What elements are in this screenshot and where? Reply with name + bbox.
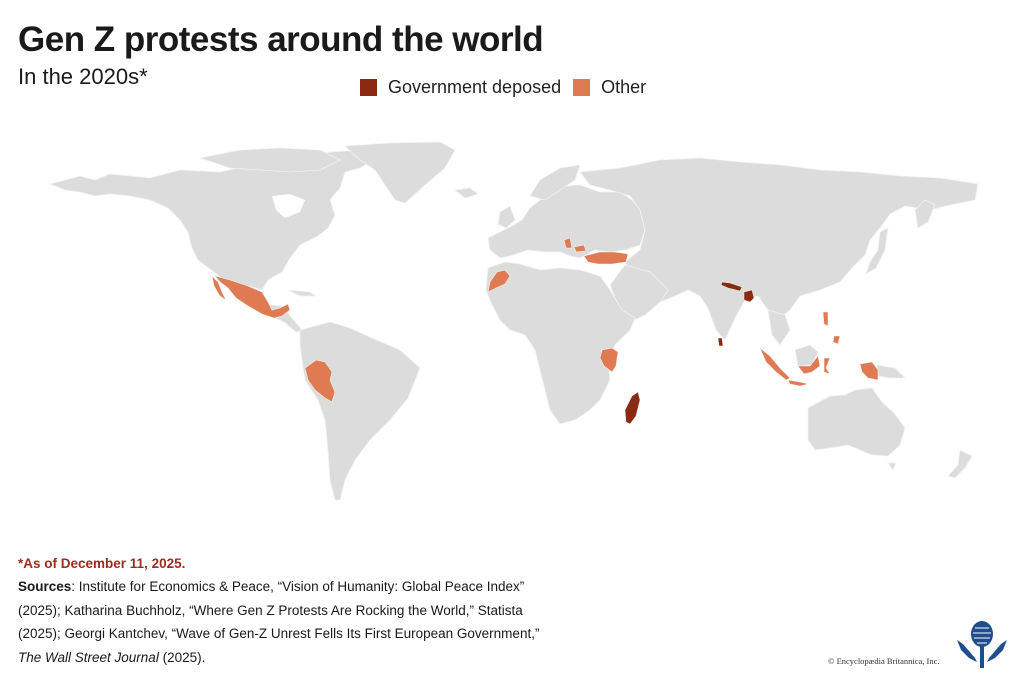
country-philippines [822,311,829,327]
legend-swatch-other [573,79,591,96]
country-indonesia-papua [859,361,879,381]
legend-label: Other [601,77,647,97]
country-bulgaria [573,244,587,253]
country-turkey [583,251,629,265]
map-title: Gen Z protests around the world [18,20,544,59]
sources: Sources: Institute for Economics & Peace… [18,575,548,669]
country-peru [304,359,336,403]
country-indonesia-java [787,379,809,387]
country-mexico-baja [211,275,227,301]
copyright-credit: © Encyclopædia Britannica, Inc. [828,656,940,666]
country-bangladesh [743,289,755,303]
sources-italic: The Wall Street Journal [18,649,159,665]
britannica-thistle-logo-icon [957,621,1007,668]
world-map [48,141,979,501]
australia [807,387,906,457]
country-philippines-south [832,335,841,345]
south-america [299,321,421,501]
country-indonesia-sulawesi [823,357,831,375]
legend-item-other: Other [573,77,646,98]
africa [485,261,636,425]
greenland [344,141,456,204]
sources-label: Sources [18,579,72,594]
legend: Government deposed Other [360,77,658,98]
north-america [48,149,381,291]
country-morocco [487,269,511,293]
map-subtitle: In the 2020s* [18,64,148,89]
country-indonesia-sumatra [759,347,791,381]
legend-label: Government deposed [388,77,562,97]
legend-swatch-government-deposed [360,79,377,96]
country-madagascar [624,391,641,425]
country-mexico [214,275,291,319]
country-serbia [563,237,573,249]
sources-text: : Institute for Economics & Peace, “Visi… [18,579,540,641]
country-sri-lanka [717,337,724,347]
country-indonesia-borneo [797,355,821,375]
footnote: *As of December 11, 2025. [18,556,186,571]
country-kenya [599,347,619,373]
country-nepal [720,281,743,292]
legend-item-government-deposed: Government deposed [360,77,561,98]
sources-text-end: (2025). [158,649,206,665]
